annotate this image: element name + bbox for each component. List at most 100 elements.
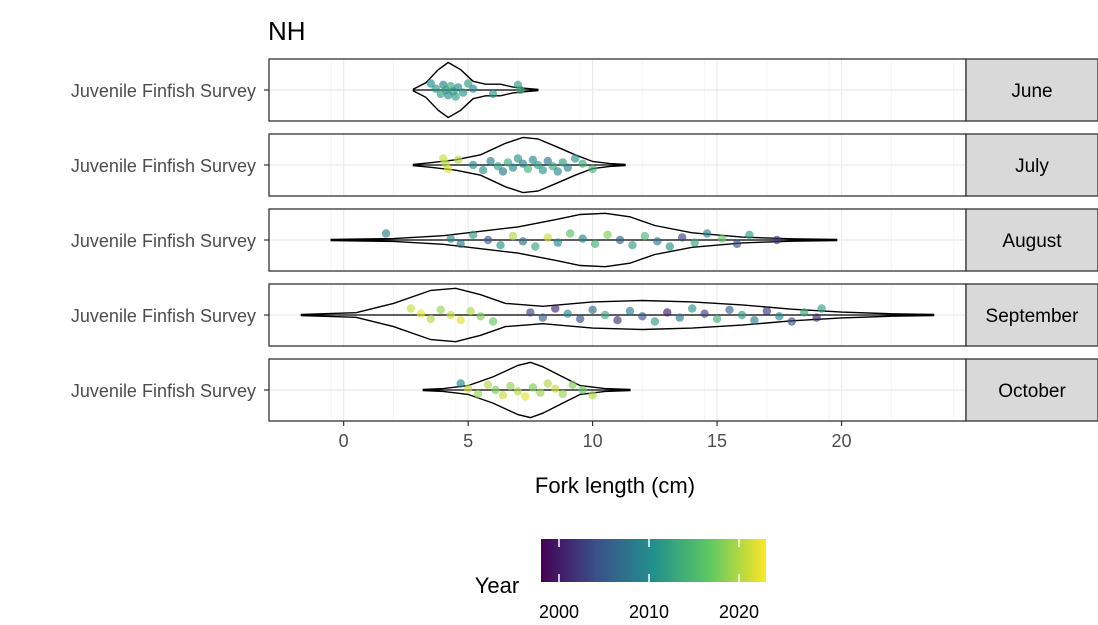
data-point: [508, 231, 518, 241]
x-tick-label: 15: [707, 431, 727, 451]
data-point: [526, 308, 535, 317]
data-point: [799, 308, 809, 317]
data-point: [446, 310, 455, 320]
facet-august: August Juvenile Finfish Survey: [71, 208, 1098, 272]
data-point: [458, 88, 468, 97]
data-point: [453, 155, 463, 164]
data-point: [463, 384, 473, 393]
data-point: [717, 234, 727, 243]
data-point: [521, 392, 530, 401]
data-point: [536, 388, 545, 397]
data-point: [675, 313, 684, 322]
data-point: [456, 316, 465, 325]
legend-tick-label: 2000: [539, 602, 579, 622]
facet-july: July Juvenile Finfish Survey: [71, 133, 1098, 197]
y-tick-label: Juvenile Finfish Survey: [71, 81, 256, 101]
data-point: [496, 241, 505, 250]
data-point: [483, 235, 493, 245]
facet-strip-label: August: [1002, 231, 1062, 252]
data-point: [478, 166, 488, 175]
data-point: [712, 314, 722, 324]
data-point: [468, 84, 478, 93]
data-point: [653, 237, 662, 246]
data-point: [444, 164, 453, 174]
legend-tick-label: 2020: [719, 602, 759, 622]
data-point: [553, 238, 562, 247]
data-point: [590, 239, 600, 249]
data-point: [640, 231, 650, 241]
data-point: [488, 317, 498, 326]
x-tick-label: 0: [339, 431, 349, 451]
data-point: [508, 163, 518, 172]
data-point: [628, 241, 637, 250]
data-point: [725, 305, 734, 314]
data-point: [578, 234, 587, 243]
data-point: [538, 166, 548, 175]
y-tick-label: Juvenile Finfish Survey: [71, 306, 256, 326]
data-point: [563, 309, 572, 318]
data-point: [663, 308, 672, 317]
data-point: [588, 305, 597, 314]
data-point: [613, 316, 622, 325]
data-point: [463, 79, 473, 88]
data-point: [563, 163, 572, 172]
data-point: [456, 379, 465, 388]
data-point: [588, 391, 597, 400]
data-point: [498, 167, 508, 176]
data-point: [732, 239, 742, 249]
data-point: [551, 304, 560, 313]
data-point: [568, 380, 577, 389]
data-point: [426, 314, 436, 324]
data-point: [506, 381, 515, 391]
data-point: [513, 387, 523, 396]
data-point: [700, 309, 709, 318]
facet-strip-label: July: [1015, 156, 1049, 177]
data-point: [615, 235, 625, 245]
data-point: [436, 305, 445, 314]
data-point: [466, 306, 475, 316]
data-point: [456, 239, 465, 249]
data-point: [690, 238, 699, 247]
facet-strip: [965, 283, 1098, 347]
data-point: [416, 309, 426, 318]
data-point: [575, 314, 585, 324]
data-point: [600, 310, 610, 320]
data-point: [453, 83, 463, 92]
data-point: [533, 160, 543, 170]
facet-october: October Juvenile Finfish Survey: [71, 358, 1098, 422]
data-point: [518, 237, 528, 246]
data-point: [516, 85, 525, 95]
data-point: [812, 313, 821, 322]
violin-outline: [330, 212, 838, 268]
data-point: [588, 164, 597, 174]
data-point: [570, 154, 580, 163]
data-point: [451, 92, 460, 101]
facet-panels: June Juvenile Finfish Survey July Juvenile …: [71, 58, 1098, 422]
facet-strip: [965, 133, 1098, 197]
data-point: [446, 234, 455, 243]
data-point: [558, 158, 567, 167]
legend-title: Year: [475, 573, 519, 598]
legend-tick-label: 2010: [629, 602, 669, 622]
data-point: [566, 229, 575, 238]
y-tick-label: Juvenile Finfish Survey: [71, 231, 256, 251]
data-point: [503, 158, 513, 167]
data-point: [431, 84, 440, 93]
data-point: [406, 304, 416, 313]
data-point: [468, 160, 478, 170]
data-point: [750, 316, 759, 325]
legend: Year 2000 2010 2020: [475, 539, 766, 622]
data-point: [468, 230, 478, 239]
x-tick-label: 20: [832, 431, 852, 451]
data-point: [518, 159, 528, 168]
data-point: [538, 313, 548, 322]
facet-strip-label: October: [998, 381, 1066, 402]
y-tick-label: Juvenile Finfish Survey: [71, 381, 256, 401]
data-point: [483, 380, 493, 389]
violin-outline: [412, 136, 626, 194]
data-point: [687, 304, 697, 313]
data-point: [762, 306, 772, 316]
facet-strip-label: September: [986, 306, 1080, 327]
data-point: [817, 304, 826, 313]
data-point: [638, 312, 647, 321]
